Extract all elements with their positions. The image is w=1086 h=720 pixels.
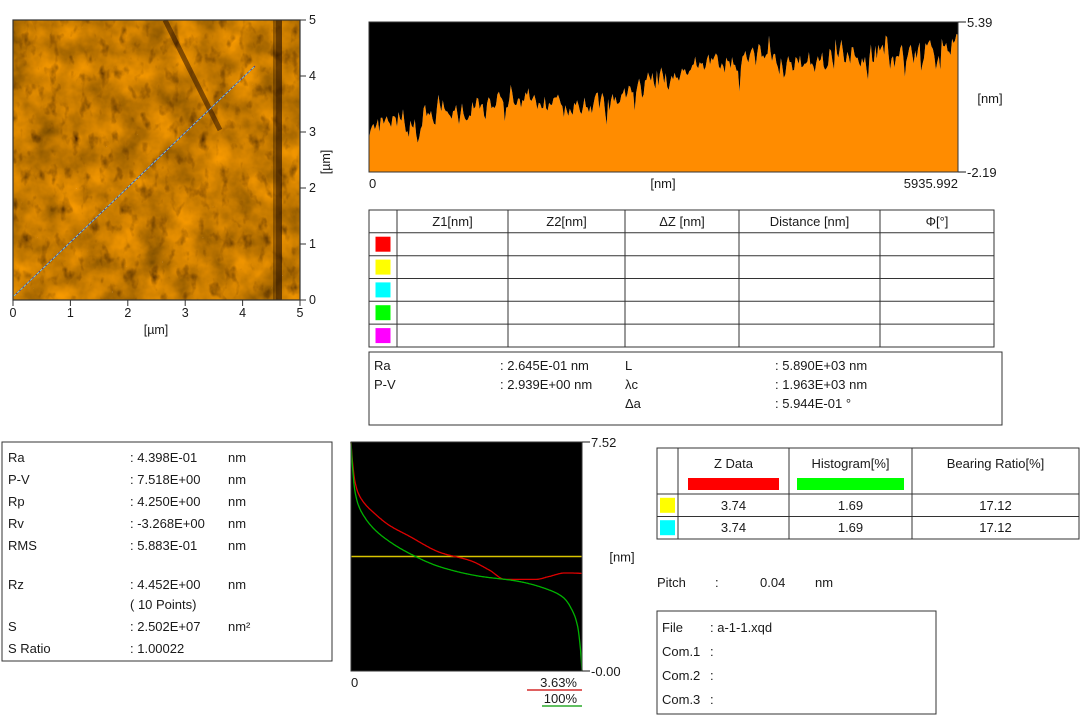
- svg-text:4: 4: [309, 69, 316, 83]
- svg-text:Rv: Rv: [8, 516, 24, 531]
- svg-text:nm: nm: [228, 494, 246, 509]
- svg-text:: 4.250E+00: : 4.250E+00: [130, 494, 200, 509]
- svg-text::: :: [710, 644, 714, 659]
- svg-text:3.74: 3.74: [721, 520, 746, 535]
- svg-text:L: L: [625, 358, 632, 373]
- svg-text:Ra: Ra: [8, 450, 25, 465]
- svg-text:0: 0: [309, 293, 316, 307]
- svg-text:[nm]: [nm]: [609, 550, 634, 565]
- svg-text:Bearing Ratio[%]: Bearing Ratio[%]: [947, 456, 1045, 471]
- svg-text:: 7.518E+00: : 7.518E+00: [130, 472, 200, 487]
- svg-text:nm: nm: [815, 575, 833, 590]
- svg-text:100%: 100%: [544, 691, 578, 706]
- svg-text:[µm]: [µm]: [144, 323, 169, 337]
- svg-text:nm: nm: [228, 472, 246, 487]
- svg-text:: 4.452E+00: : 4.452E+00: [130, 577, 200, 592]
- svg-text::: :: [715, 575, 719, 590]
- svg-text:3: 3: [309, 125, 316, 139]
- svg-text:Z1[nm]: Z1[nm]: [432, 214, 472, 229]
- svg-text:2: 2: [309, 181, 316, 195]
- svg-text:ΔZ [nm]: ΔZ [nm]: [659, 214, 705, 229]
- svg-text:Pitch: Pitch: [657, 575, 686, 590]
- svg-text:4: 4: [239, 306, 246, 320]
- svg-text:nm: nm: [228, 577, 246, 592]
- svg-text:3: 3: [182, 306, 189, 320]
- svg-text:: 2.502E+07: : 2.502E+07: [130, 619, 200, 634]
- svg-text:3.63%: 3.63%: [540, 675, 577, 690]
- svg-text:1.69: 1.69: [838, 520, 863, 535]
- svg-text:: 5.890E+03 nm: : 5.890E+03 nm: [775, 358, 867, 373]
- svg-text:: 4.398E-01: : 4.398E-01: [130, 450, 197, 465]
- svg-text:: 5.883E-01: : 5.883E-01: [130, 538, 197, 553]
- svg-text:: 2.645E-01 nm: : 2.645E-01 nm: [500, 358, 589, 373]
- svg-text:Rp: Rp: [8, 494, 25, 509]
- svg-text:: 1.00022: : 1.00022: [130, 641, 184, 656]
- svg-text:7.52: 7.52: [591, 435, 616, 450]
- svg-text:Histogram[%]: Histogram[%]: [811, 456, 889, 471]
- svg-text:RMS: RMS: [8, 538, 37, 553]
- svg-text:5.39: 5.39: [967, 15, 992, 30]
- svg-text:5: 5: [297, 306, 304, 320]
- svg-text:5935.992: 5935.992: [904, 176, 958, 191]
- svg-text:1.69: 1.69: [838, 498, 863, 513]
- svg-text:5: 5: [309, 13, 316, 27]
- svg-text:λc: λc: [625, 377, 639, 392]
- svg-text:: 1.963E+03 nm: : 1.963E+03 nm: [775, 377, 867, 392]
- svg-text:0: 0: [351, 675, 358, 690]
- svg-text:1: 1: [67, 306, 74, 320]
- svg-text:2: 2: [124, 306, 131, 320]
- svg-text:Ra: Ra: [374, 358, 391, 373]
- svg-text:17.12: 17.12: [979, 520, 1012, 535]
- svg-text:3.74: 3.74: [721, 498, 746, 513]
- svg-text:: 5.944E-01 °: : 5.944E-01 °: [775, 396, 851, 411]
- svg-text:Com.2: Com.2: [662, 668, 700, 683]
- svg-text:1: 1: [309, 237, 316, 251]
- svg-text:Z Data: Z Data: [714, 456, 754, 471]
- svg-text:0: 0: [10, 306, 17, 320]
- svg-text:-0.00: -0.00: [591, 664, 621, 679]
- svg-text:( 10 Points): ( 10 Points): [130, 597, 196, 612]
- svg-text:0: 0: [369, 176, 376, 191]
- svg-text:Com.1: Com.1: [662, 644, 700, 659]
- svg-text:Rz: Rz: [8, 577, 24, 592]
- svg-text:: 2.939E+00 nm: : 2.939E+00 nm: [500, 377, 592, 392]
- svg-text:Z2[nm]: Z2[nm]: [546, 214, 586, 229]
- svg-text:File: File: [662, 620, 683, 635]
- svg-text:nm: nm: [228, 538, 246, 553]
- svg-text:Com.3: Com.3: [662, 692, 700, 707]
- svg-text:nm: nm: [228, 450, 246, 465]
- svg-text:nm: nm: [228, 516, 246, 531]
- svg-text:[nm]: [nm]: [650, 176, 675, 191]
- svg-text:P-V: P-V: [8, 472, 30, 487]
- svg-text:S: S: [8, 619, 17, 634]
- svg-text:: -3.268E+00: : -3.268E+00: [130, 516, 205, 531]
- svg-text:Δa: Δa: [625, 396, 642, 411]
- svg-text:P-V: P-V: [374, 377, 396, 392]
- svg-text:17.12: 17.12: [979, 498, 1012, 513]
- svg-text:-2.19: -2.19: [967, 165, 997, 180]
- svg-text:0.04: 0.04: [760, 575, 785, 590]
- svg-text::: :: [710, 692, 714, 707]
- svg-text:[µm]: [µm]: [319, 150, 333, 175]
- svg-text:: a-1-1.xqd: : a-1-1.xqd: [710, 620, 772, 635]
- svg-text:[nm]: [nm]: [977, 91, 1002, 106]
- svg-text::: :: [710, 668, 714, 683]
- svg-text:S Ratio: S Ratio: [8, 641, 51, 656]
- svg-text:nm²: nm²: [228, 619, 251, 634]
- svg-text:Distance [nm]: Distance [nm]: [770, 214, 849, 229]
- svg-text:Φ[°]: Φ[°]: [926, 214, 949, 229]
